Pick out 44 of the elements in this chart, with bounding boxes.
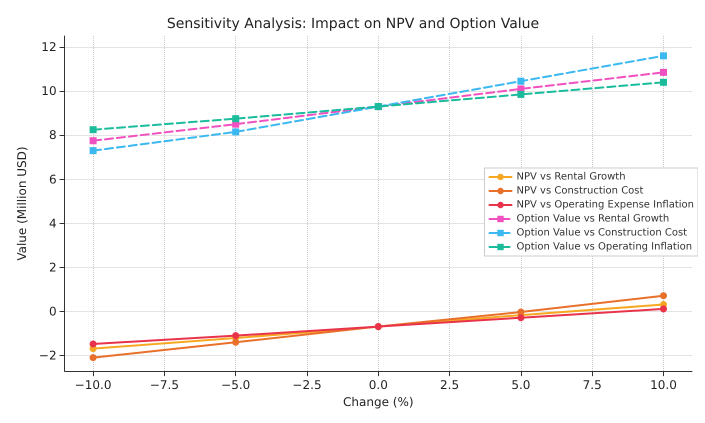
y-tick-label: 0 [48, 304, 57, 319]
chart-title: Sensitivity Analysis: Impact on NPV and Option Value [166, 16, 540, 32]
point [660, 68, 667, 76]
point [232, 332, 240, 340]
legend-label: NPV vs Operating Expense Inflation [516, 200, 694, 210]
point [232, 128, 240, 136]
legend-label: NPV vs Rental Growth [516, 172, 626, 182]
x-tick-label: 10.0 [650, 378, 677, 392]
point [90, 126, 97, 134]
x-tick-label: 0.0 [368, 378, 388, 392]
x-tick-label: −2.5 [292, 378, 322, 392]
legend-label: Option Value vs Construction Cost [516, 228, 688, 238]
point [660, 78, 667, 86]
x-tick-label: −7.5 [150, 378, 179, 392]
point [660, 292, 667, 300]
legend-label: Option Value vs Rental Growth [516, 214, 670, 224]
point [90, 137, 97, 144]
x-tick-label: 5.0 [511, 378, 530, 392]
y-tick-label: 2 [48, 260, 57, 274]
point [232, 338, 240, 346]
y-tick-label: 12 [41, 40, 57, 54]
y-tick-label: 8 [48, 128, 57, 142]
legend-label: Option Value vs Operating Inflation [516, 242, 692, 252]
y-tick-label: −2 [38, 348, 57, 363]
point [90, 354, 97, 362]
x-tick-label: 2.5 [440, 378, 460, 392]
point [660, 305, 667, 312]
y-tick-label: 4 [48, 216, 57, 230]
point [517, 308, 524, 316]
point [660, 52, 667, 60]
x-tick-label: −5.0 [221, 378, 250, 392]
point [90, 147, 97, 154]
point [517, 314, 524, 322]
x-axis-title: Change (%) [343, 395, 414, 409]
x-tick-label: 7.5 [582, 378, 602, 392]
x-tick-label: −10.0 [74, 378, 112, 392]
point [517, 90, 524, 98]
y-tick-label: 6 [48, 172, 57, 186]
legend-label: NPV vs Construction Cost [516, 186, 644, 196]
point [232, 115, 240, 122]
y-tick-label: 10 [41, 84, 57, 98]
point [90, 340, 97, 348]
y-axis-title: Value (Million USD) [15, 146, 29, 261]
point [517, 78, 524, 85]
